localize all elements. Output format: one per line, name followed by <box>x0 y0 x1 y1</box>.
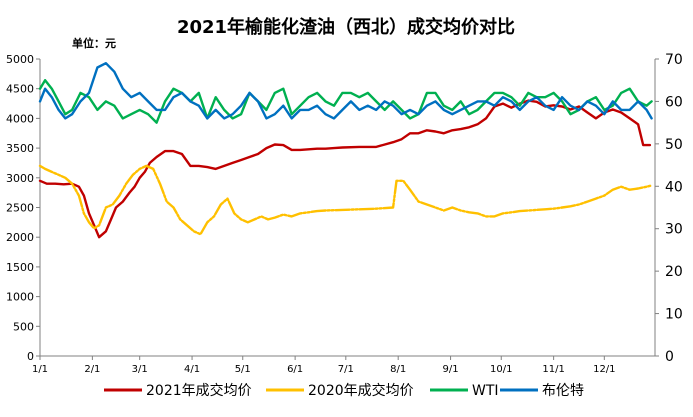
chart-title: 2021年榆能化渣油（西北）成交均价对比 <box>177 16 515 38</box>
x-tick-label: 1/1 <box>32 364 48 375</box>
y-left-tick-label: 500 <box>13 320 34 333</box>
legend-label-3: 布伦特 <box>542 383 584 399</box>
legend-label-1: 2020年成交均价 <box>308 382 414 399</box>
y-left-tick-label: 5000 <box>6 53 34 66</box>
y-left-tick-label: 4500 <box>6 83 34 96</box>
y-left-tick-label: 1000 <box>6 291 34 304</box>
y-right-tick-label: 60 <box>665 94 683 110</box>
series-layer <box>38 62 653 239</box>
y-left-tick-label: 1500 <box>6 261 34 274</box>
x-tick-label: 2/1 <box>84 364 100 375</box>
y-right-tick-label: 30 <box>665 222 683 238</box>
y-axis-right-ticks: 0 10 20 30 40 50 60 70 <box>655 52 683 365</box>
y-right-tick-label: 50 <box>665 137 683 153</box>
y-left-tick-label: 2000 <box>6 231 34 244</box>
x-axis-ticks: 1/1 2/1 3/1 4/1 5/1 6/1 7/1 8/1 9/1 10/1 11/1 12/1 <box>32 356 616 375</box>
y-right-tick-label: 20 <box>665 264 683 280</box>
x-tick-label: 8/1 <box>390 364 406 375</box>
legend: 2021年成交均价 2020年成交均价 WTI 布伦特 <box>104 382 584 399</box>
y-right-tick-label: 0 <box>665 349 674 365</box>
y-left-tick-label: 4000 <box>6 112 34 125</box>
x-tick-label: 6/1 <box>287 364 303 375</box>
series-line-0 <box>38 99 652 239</box>
x-tick-label: 12/1 <box>593 364 615 375</box>
series-line-2 <box>38 79 653 124</box>
x-tick-label: 10/1 <box>490 364 512 375</box>
legend-label-2: WTI <box>472 383 499 399</box>
unit-label: 单位：元 <box>72 36 116 50</box>
y-right-tick-label: 10 <box>665 307 683 323</box>
series-line-1 <box>38 164 653 236</box>
y-left-tick-label: 3000 <box>6 172 34 185</box>
x-tick-label: 4/1 <box>184 364 200 375</box>
y-axis-left-ticks: 0 500 1000 1500 2000 2500 3000 3500 4000 4500 5000 <box>6 53 40 363</box>
x-tick-label: 9/1 <box>443 364 459 375</box>
legend-label-0: 2021年成交均价 <box>146 382 252 399</box>
y-left-tick-label: 3500 <box>6 142 34 155</box>
y-left-tick-label: 0 <box>27 350 34 363</box>
series-line-3 <box>38 62 653 120</box>
y-right-tick-label: 70 <box>665 52 683 68</box>
x-tick-label: 3/1 <box>132 364 148 375</box>
x-tick-label: 5/1 <box>235 364 251 375</box>
x-tick-label: 11/1 <box>542 364 564 375</box>
y-left-tick-label: 2500 <box>6 202 34 215</box>
y-right-tick-label: 40 <box>665 179 683 195</box>
x-tick-label: 7/1 <box>338 364 354 375</box>
